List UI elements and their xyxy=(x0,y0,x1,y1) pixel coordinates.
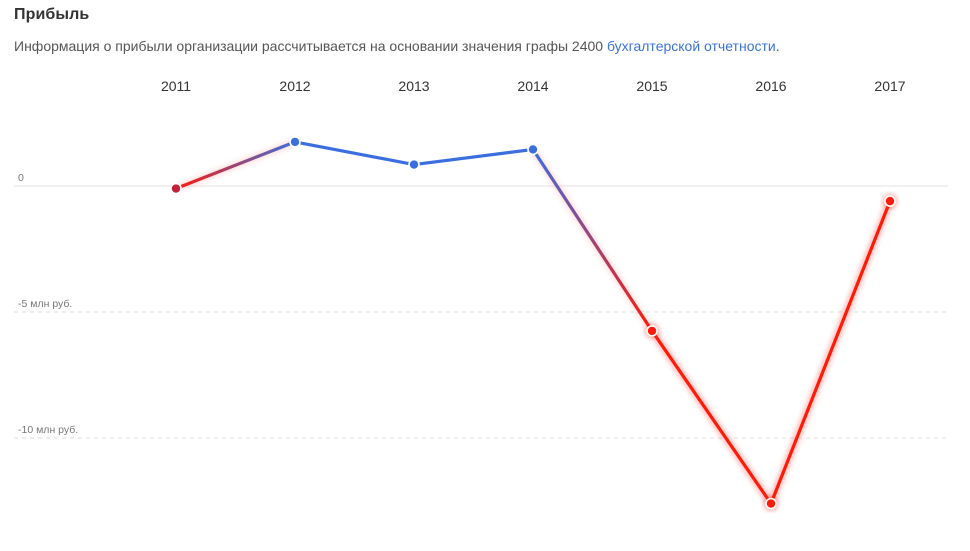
accounting-report-link[interactable]: бухгалтерской отчетности xyxy=(606,38,776,54)
x-tick-label-2013: 2013 xyxy=(398,78,429,94)
section-title: Прибыль xyxy=(14,6,90,23)
series-line-segment xyxy=(769,199,892,506)
x-tick-label-2017: 2017 xyxy=(874,78,905,94)
y-tick-label: -5 млн руб. xyxy=(18,298,72,310)
description-text: Информация о прибыли организации рассчит… xyxy=(14,38,607,54)
data-point-2016[interactable] xyxy=(765,497,777,510)
data-point-2015[interactable] xyxy=(646,325,658,337)
x-tick-label-2014: 2014 xyxy=(517,78,548,94)
y-tick-label: -10 млн руб. xyxy=(18,424,78,436)
data-point-2012[interactable] xyxy=(289,136,301,148)
data-point-2011[interactable] xyxy=(170,182,182,195)
series-line-segment xyxy=(412,147,535,167)
series-line-segment xyxy=(650,329,773,506)
series-line-segment xyxy=(174,140,297,191)
x-tick-label-2015: 2015 xyxy=(636,78,667,94)
data-point-2014[interactable] xyxy=(527,143,539,156)
y-tick-label: 0 xyxy=(18,172,24,184)
data-point-2013[interactable] xyxy=(408,158,420,171)
x-tick-label-2011: 2011 xyxy=(161,78,191,94)
series-line-segment xyxy=(293,140,416,167)
series-line-segment xyxy=(531,147,654,333)
x-tick-label-2012: 2012 xyxy=(279,78,310,94)
section-description: Информация о прибыли организации рассчит… xyxy=(14,38,780,54)
data-point-2017[interactable] xyxy=(884,195,896,207)
x-tick-label-2016: 2016 xyxy=(755,78,786,94)
description-period: . xyxy=(775,38,780,54)
